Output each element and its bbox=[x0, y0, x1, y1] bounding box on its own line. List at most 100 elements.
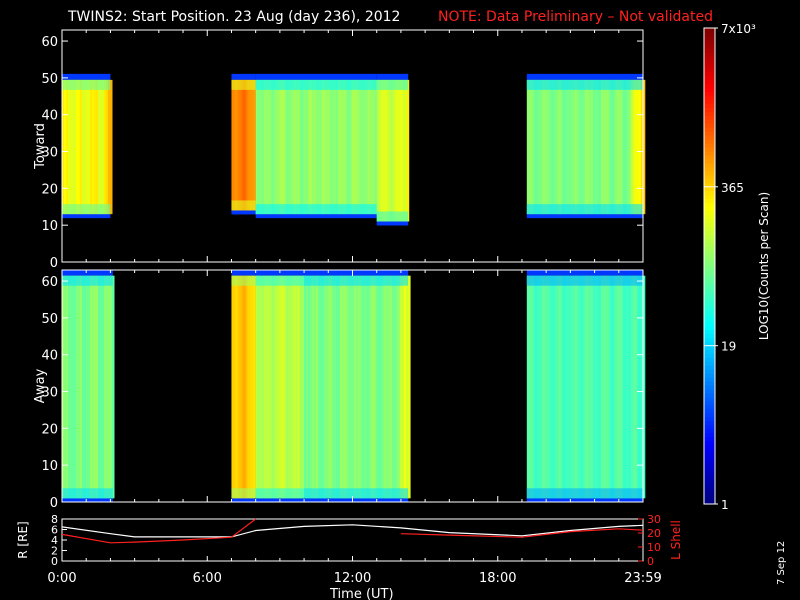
colorbar-swatch bbox=[704, 317, 715, 323]
away-stripe bbox=[285, 275, 289, 499]
toward-stripe bbox=[576, 79, 580, 215]
toward-stripe bbox=[293, 79, 297, 215]
colorbar-swatch bbox=[704, 91, 715, 97]
orbit-ytick-label-right: 10 bbox=[647, 541, 661, 554]
away-edge-shade-bottom bbox=[304, 488, 409, 499]
colorbar-swatch bbox=[704, 63, 715, 69]
toward-fringe-top bbox=[255, 73, 377, 80]
colorbar-swatch bbox=[704, 186, 715, 192]
toward-ytick-label: 0 bbox=[50, 256, 58, 271]
away-stripe bbox=[235, 275, 238, 499]
toward-stripe bbox=[610, 79, 614, 215]
colorbar-swatch bbox=[704, 444, 715, 450]
away-stripe bbox=[249, 275, 252, 499]
away-data-block bbox=[304, 269, 411, 503]
colorbar-swatch bbox=[704, 250, 715, 255]
toward-stripe bbox=[548, 79, 552, 215]
away-stripe bbox=[348, 275, 351, 499]
away-stripe bbox=[326, 275, 329, 499]
toward-data-block bbox=[376, 73, 410, 226]
colorbar-swatch bbox=[704, 476, 715, 481]
toward-stripe bbox=[66, 79, 69, 215]
away-edge-shade-bottom bbox=[231, 488, 256, 499]
toward-stripe bbox=[76, 79, 79, 215]
toward-stripe bbox=[604, 79, 608, 215]
toward-stripe bbox=[102, 79, 105, 215]
away-stripe bbox=[368, 275, 371, 499]
colorbar-swatch bbox=[704, 496, 715, 501]
toward-data-block bbox=[231, 73, 258, 215]
away-stripe bbox=[237, 275, 240, 499]
colorbar-swatch bbox=[704, 238, 715, 243]
colorbar-swatch bbox=[704, 428, 715, 434]
toward-stripe bbox=[598, 79, 602, 215]
toward-stripe bbox=[371, 79, 375, 215]
away-stripe bbox=[330, 275, 333, 499]
colorbar-swatch bbox=[704, 111, 715, 116]
toward-stripe bbox=[70, 79, 73, 215]
toward-stripe bbox=[74, 79, 77, 215]
away-stripe bbox=[287, 275, 291, 499]
toward-stripe bbox=[355, 79, 359, 215]
away-stripe bbox=[289, 275, 293, 499]
away-stripe bbox=[332, 275, 335, 499]
toward-stripe bbox=[351, 79, 355, 215]
toward-stripe bbox=[108, 79, 111, 215]
toward-stripe bbox=[369, 79, 373, 215]
colorbar-swatch bbox=[704, 214, 715, 219]
away-stripe bbox=[279, 275, 283, 499]
toward-stripe bbox=[373, 79, 377, 215]
away-stripe bbox=[604, 275, 608, 499]
colorbar-swatch bbox=[704, 424, 715, 430]
colorbar-swatch bbox=[704, 107, 715, 112]
away-stripe bbox=[342, 275, 345, 499]
colorbar-swatch bbox=[704, 258, 715, 263]
toward-stripe bbox=[263, 79, 267, 215]
away-stripe bbox=[608, 275, 612, 499]
away-stripe bbox=[301, 275, 305, 499]
away-data-block bbox=[62, 269, 115, 503]
colorbar-swatch bbox=[704, 222, 715, 227]
colorbar-swatch bbox=[704, 345, 715, 350]
colorbar-swatch bbox=[704, 464, 715, 469]
toward-stripe bbox=[392, 79, 396, 222]
x-tick-label: 18:00 bbox=[479, 571, 516, 586]
toward-stripe bbox=[269, 79, 273, 215]
away-stripe bbox=[602, 275, 606, 499]
toward-stripe bbox=[574, 79, 578, 215]
away-stripe bbox=[386, 275, 389, 499]
colorbar-swatch bbox=[704, 226, 715, 231]
toward-stripe bbox=[600, 79, 604, 215]
away-fringe-bottom bbox=[526, 496, 643, 503]
toward-stripe bbox=[640, 79, 644, 215]
toward-stripe bbox=[295, 79, 299, 215]
away-stripe bbox=[620, 275, 624, 499]
away-fringe-bottom bbox=[304, 496, 409, 503]
away-stripe bbox=[372, 275, 375, 499]
colorbar-swatch bbox=[704, 119, 715, 124]
colorbar-swatch bbox=[704, 115, 715, 120]
colorbar-swatch bbox=[704, 143, 715, 148]
away-stripe bbox=[388, 275, 391, 499]
away-stripe bbox=[552, 275, 556, 499]
away-stripe bbox=[92, 275, 95, 499]
toward-stripe bbox=[333, 79, 337, 215]
away-edge-shade-top bbox=[255, 275, 305, 286]
away-fringe-top bbox=[231, 269, 256, 276]
colorbar-swatch bbox=[704, 234, 715, 239]
toward-stripe bbox=[337, 79, 341, 215]
colorbar-swatch bbox=[704, 404, 715, 410]
colorbar-swatch bbox=[704, 190, 715, 196]
toward-stripe bbox=[94, 79, 97, 215]
orbit-ytick-label-left: 6 bbox=[51, 524, 58, 537]
toward-stripe bbox=[532, 79, 536, 215]
away-stripe bbox=[306, 275, 309, 499]
toward-stripe bbox=[331, 79, 335, 215]
data-note: NOTE: Data Preliminary – Not validated bbox=[438, 9, 713, 25]
colorbar-swatch bbox=[704, 127, 715, 132]
toward-stripe bbox=[88, 79, 91, 215]
toward-fringe-bottom bbox=[255, 212, 377, 219]
away-stripe bbox=[548, 275, 552, 499]
toward-stripe bbox=[305, 79, 309, 215]
